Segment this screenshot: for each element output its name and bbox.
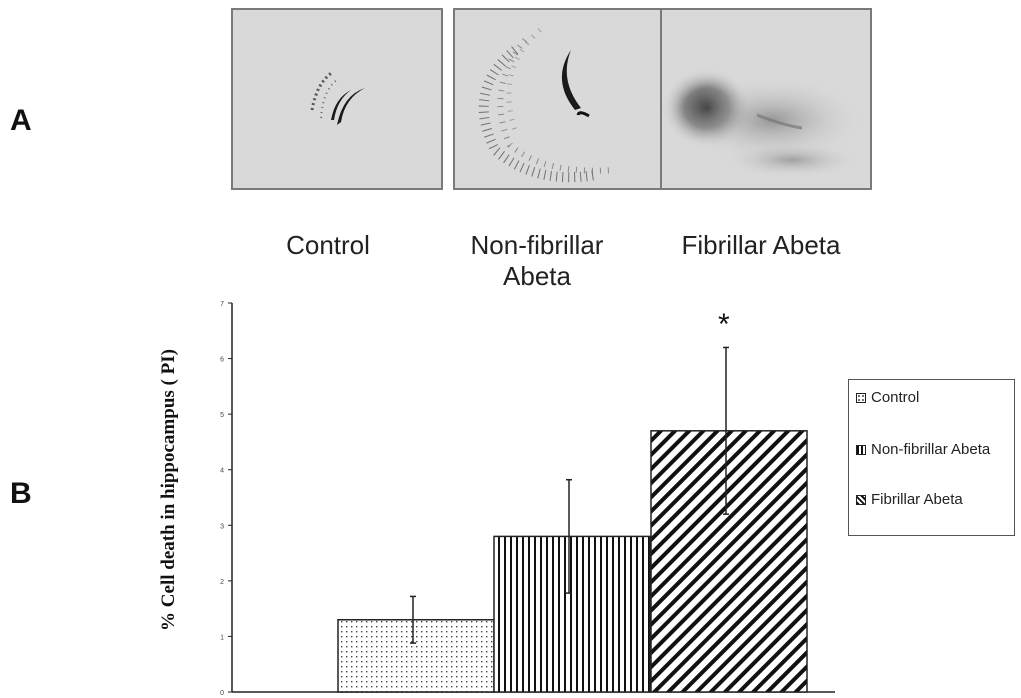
legend-item-non-fibrillar: Non-fibrillar Abeta xyxy=(856,441,1011,459)
y-tick-label: 1 xyxy=(220,634,224,641)
legend-label: Control xyxy=(871,389,920,406)
legend-swatch-fibrillar xyxy=(856,495,866,505)
panel-b-label: B xyxy=(10,477,32,510)
legend-label: Non-fibrillar Abeta xyxy=(871,441,991,458)
legend-item-fibrillar: Fibrillar Abeta xyxy=(856,491,1011,509)
y-tick-label: 7 xyxy=(220,301,224,308)
y-tick-label: 2 xyxy=(220,579,224,586)
y-tick-label: 4 xyxy=(220,468,224,475)
legend-label: Fibrillar Abeta xyxy=(871,491,963,508)
y-axis-label: % Cell death in hippocampus ( PI) xyxy=(158,349,179,631)
legend-swatch-control xyxy=(856,393,866,403)
panel-a-label: A xyxy=(10,104,32,137)
y-tick-label: 0 xyxy=(220,690,224,697)
legend: Control Non-fibrillar Abeta Fibrillar Ab… xyxy=(848,379,1015,536)
legend-item-control: Control xyxy=(856,389,1011,407)
significance-marker: * xyxy=(718,308,730,341)
non-fibrillar-caption: Non-fibrillar Abeta xyxy=(470,230,604,291)
control-caption: Control xyxy=(286,230,370,260)
bar-fibrillar xyxy=(650,430,808,693)
non-fibrillar-slice-image xyxy=(453,8,665,190)
y-tick-label: 5 xyxy=(220,412,224,419)
control-slice-image xyxy=(231,8,443,190)
bar-non-fibrillar xyxy=(493,535,651,693)
fibrillar-slice-image xyxy=(660,8,872,190)
y-tick-label: 3 xyxy=(220,523,224,530)
y-tick-label: 6 xyxy=(220,357,224,364)
bar-control xyxy=(337,619,495,693)
fibrillar-caption: Fibrillar Abeta xyxy=(681,230,841,260)
legend-swatch-non-fibrillar xyxy=(856,445,866,455)
